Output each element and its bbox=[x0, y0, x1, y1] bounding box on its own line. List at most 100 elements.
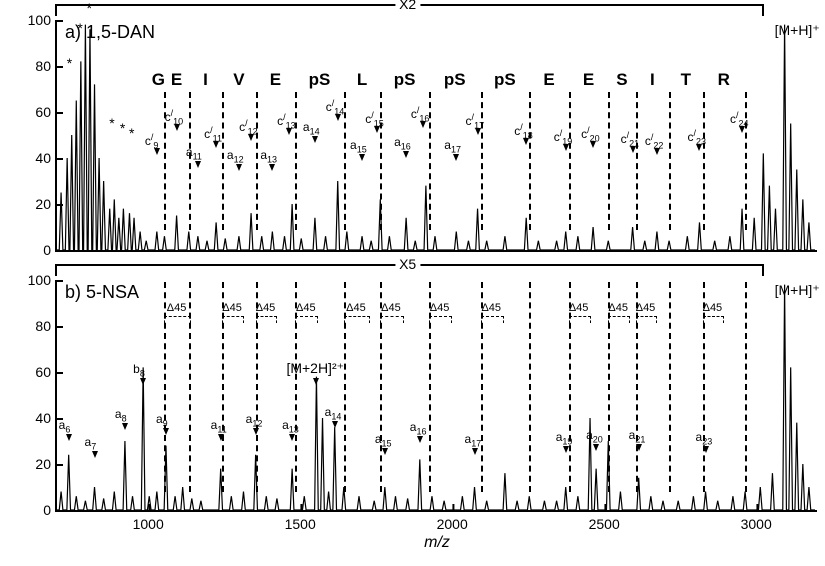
y-tick: 0 bbox=[43, 242, 57, 258]
fragment-arrow-icon bbox=[563, 144, 569, 151]
y-tick: 80 bbox=[35, 58, 57, 74]
y-tick: 20 bbox=[35, 456, 57, 472]
delta-label: Δ45 bbox=[296, 302, 316, 314]
delta-label: Δ45 bbox=[222, 302, 242, 314]
mh-label: [M+H]⁺ bbox=[775, 282, 820, 299]
fragment-label: a11 bbox=[211, 418, 227, 434]
sequence-residue: pS bbox=[394, 70, 416, 90]
sequence-residue: E bbox=[583, 70, 594, 90]
fragment-arrow-icon bbox=[163, 428, 169, 435]
fragment-label: a12 bbox=[227, 148, 244, 164]
fragment-arrow-icon bbox=[590, 141, 596, 148]
fragment-arrow-icon bbox=[92, 451, 98, 458]
fragment-label: a15 bbox=[375, 432, 392, 448]
fragment-arrow-icon bbox=[696, 144, 702, 151]
delta-bracket bbox=[429, 316, 452, 323]
sequence-residue: E bbox=[543, 70, 554, 90]
y-tick: 100 bbox=[28, 12, 57, 28]
x-tick: 2500 bbox=[589, 510, 620, 532]
sequence-residue: L bbox=[357, 70, 367, 90]
delta-bracket bbox=[703, 316, 725, 323]
fragment-label: a12 bbox=[246, 412, 263, 428]
fragment-arrow-icon bbox=[359, 154, 365, 161]
y-tick: 40 bbox=[35, 150, 57, 166]
delta-label: Δ45 bbox=[481, 302, 501, 314]
sequence-residue: V bbox=[233, 70, 244, 90]
zoom-label: X2 bbox=[395, 0, 420, 12]
fragment-label: a17 bbox=[465, 432, 482, 448]
x-axis-label: m/z bbox=[424, 510, 450, 552]
delta-label: Δ45 bbox=[256, 302, 276, 314]
fragmentation-boundary bbox=[529, 282, 531, 492]
y-tick: 80 bbox=[35, 318, 57, 334]
asterisk-marker: * bbox=[77, 20, 82, 36]
y-tick: 100 bbox=[28, 272, 57, 288]
fragment-label: a14 bbox=[325, 405, 342, 421]
y-tick: 60 bbox=[35, 104, 57, 120]
doubly-charged-label: [M+2H]²⁺ bbox=[286, 360, 344, 377]
sequence-residue: S bbox=[616, 70, 627, 90]
y-tick: 60 bbox=[35, 364, 57, 380]
fragment-label: a19 bbox=[556, 430, 573, 446]
y-tick: 40 bbox=[35, 410, 57, 426]
fragment-label: a20 bbox=[586, 428, 603, 444]
fragment-label: a9 bbox=[156, 412, 168, 428]
fragment-arrow-icon bbox=[417, 436, 423, 443]
asterisk-marker: * bbox=[109, 115, 114, 131]
delta-bracket bbox=[164, 316, 190, 323]
fragmentation-boundary bbox=[569, 92, 571, 230]
fragment-arrow-icon bbox=[739, 126, 745, 133]
zoom-label: X5 bbox=[395, 256, 420, 272]
delta-bracket bbox=[256, 316, 278, 323]
fragment-arrow-icon bbox=[213, 141, 219, 148]
fragment-arrow-icon bbox=[218, 434, 224, 441]
fragmentation-boundary bbox=[669, 92, 671, 230]
delta-bracket bbox=[636, 316, 658, 323]
fragment-label: a7 bbox=[85, 435, 97, 451]
figure-root: 020406080100X2a) 1,5-DAN[M+H]⁺GEIVEpSLpS… bbox=[0, 0, 825, 566]
fragment-arrow-icon bbox=[335, 114, 341, 121]
sequence-residue: pS bbox=[494, 70, 516, 90]
delta-label: Δ45 bbox=[430, 302, 450, 314]
sequence-residue: T bbox=[681, 70, 691, 90]
fragment-arrow-icon bbox=[636, 444, 642, 451]
y-tick: 20 bbox=[35, 196, 57, 212]
fragment-arrow-icon bbox=[289, 434, 295, 441]
fragmentation-boundary bbox=[608, 92, 610, 230]
fragment-arrow-icon bbox=[154, 148, 160, 155]
fragment-label: a6 bbox=[59, 418, 71, 434]
delta-bracket bbox=[380, 316, 403, 323]
fragmentation-boundary bbox=[222, 92, 224, 230]
fragment-arrow-icon bbox=[236, 164, 242, 171]
fragment-arrow-icon bbox=[248, 134, 254, 141]
fragment-arrow-icon bbox=[286, 128, 292, 135]
fragment-label: b8 bbox=[133, 362, 145, 378]
delta-label: Δ45 bbox=[636, 302, 656, 314]
fragmentation-boundary bbox=[745, 282, 747, 492]
x-tick: 1000 bbox=[133, 510, 164, 532]
x-tick: 1500 bbox=[285, 510, 316, 532]
delta-bracket bbox=[569, 316, 591, 323]
asterisk-marker: * bbox=[86, 0, 91, 16]
fragment-arrow-icon bbox=[382, 448, 388, 455]
fragment-arrow-icon bbox=[122, 423, 128, 430]
asterisk-marker: * bbox=[67, 55, 72, 71]
panel-title: b) 5-NSA bbox=[65, 282, 139, 303]
fragmentation-boundary bbox=[703, 92, 705, 230]
fragment-arrow-icon bbox=[140, 378, 146, 385]
fragment-arrow-icon bbox=[472, 448, 478, 455]
fragment-arrow-icon bbox=[313, 378, 319, 385]
delta-label: Δ45 bbox=[703, 302, 723, 314]
sequence-residue: pS bbox=[309, 70, 331, 90]
fragment-arrow-icon bbox=[403, 151, 409, 158]
fragment-label: a13 bbox=[282, 418, 299, 434]
fragmentation-boundary bbox=[529, 92, 531, 230]
fragment-arrow-icon bbox=[654, 148, 660, 155]
fragment-arrow-icon bbox=[420, 121, 426, 128]
delta-bracket bbox=[344, 316, 370, 323]
sequence-residue: E bbox=[270, 70, 281, 90]
sequence-residue: pS bbox=[444, 70, 466, 90]
x-tick: 3000 bbox=[741, 510, 772, 532]
fragment-arrow-icon bbox=[174, 124, 180, 131]
fragment-arrow-icon bbox=[630, 146, 636, 153]
